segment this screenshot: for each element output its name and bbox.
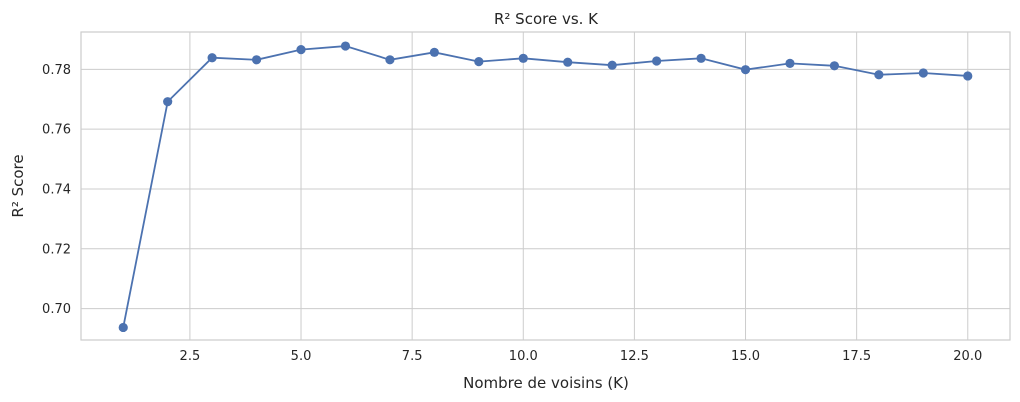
y-tick-label: 0.74 bbox=[42, 182, 71, 197]
data-point bbox=[563, 57, 573, 67]
series-layer bbox=[118, 41, 973, 333]
data-point bbox=[296, 45, 306, 55]
x-tick-label: 20.0 bbox=[953, 349, 982, 364]
data-point bbox=[829, 61, 840, 71]
y-tick-labels: 0.70 0.72 0.74 0.76 0.78 bbox=[42, 63, 71, 317]
data-point bbox=[163, 97, 173, 107]
chart-title: R² Score vs. K bbox=[494, 10, 599, 28]
data-point bbox=[963, 71, 973, 81]
data-point bbox=[118, 322, 128, 333]
data-point bbox=[385, 55, 395, 65]
data-point bbox=[652, 56, 662, 66]
x-tick-label: 10.0 bbox=[509, 349, 538, 364]
y-tick-label: 0.76 bbox=[42, 123, 71, 138]
x-tick-label: 15.0 bbox=[731, 349, 760, 364]
x-axis-label: Nombre de voisins (K) bbox=[463, 374, 629, 392]
data-point bbox=[429, 47, 439, 57]
data-point bbox=[607, 60, 617, 70]
y-tick-label: 0.72 bbox=[42, 242, 71, 257]
x-tick-label: 12.5 bbox=[620, 349, 649, 364]
data-point bbox=[340, 41, 351, 51]
data-point bbox=[785, 58, 795, 68]
y-tick-label: 0.78 bbox=[42, 63, 71, 78]
data-point bbox=[207, 53, 217, 63]
data-point bbox=[474, 57, 484, 67]
y-axis-label: R² Score bbox=[9, 154, 27, 217]
y-tick-label: 0.70 bbox=[42, 302, 71, 317]
data-point bbox=[251, 55, 262, 65]
data-point bbox=[696, 53, 706, 63]
x-tick-label: 7.5 bbox=[402, 349, 423, 364]
series-line bbox=[122, 45, 968, 328]
x-tick-label: 17.5 bbox=[842, 349, 871, 364]
grid bbox=[81, 32, 1010, 340]
plot-frame bbox=[80, 31, 1011, 341]
x-tick-label: 2.5 bbox=[180, 349, 201, 364]
x-tick-label: 5.0 bbox=[291, 349, 312, 364]
x-tick-labels: 2.5 5.0 7.5 10.0 12.5 15.0 17.5 20.0 bbox=[180, 349, 983, 364]
data-point bbox=[518, 53, 528, 63]
data-point bbox=[874, 70, 884, 80]
data-point bbox=[918, 68, 928, 78]
data-point bbox=[740, 65, 751, 75]
